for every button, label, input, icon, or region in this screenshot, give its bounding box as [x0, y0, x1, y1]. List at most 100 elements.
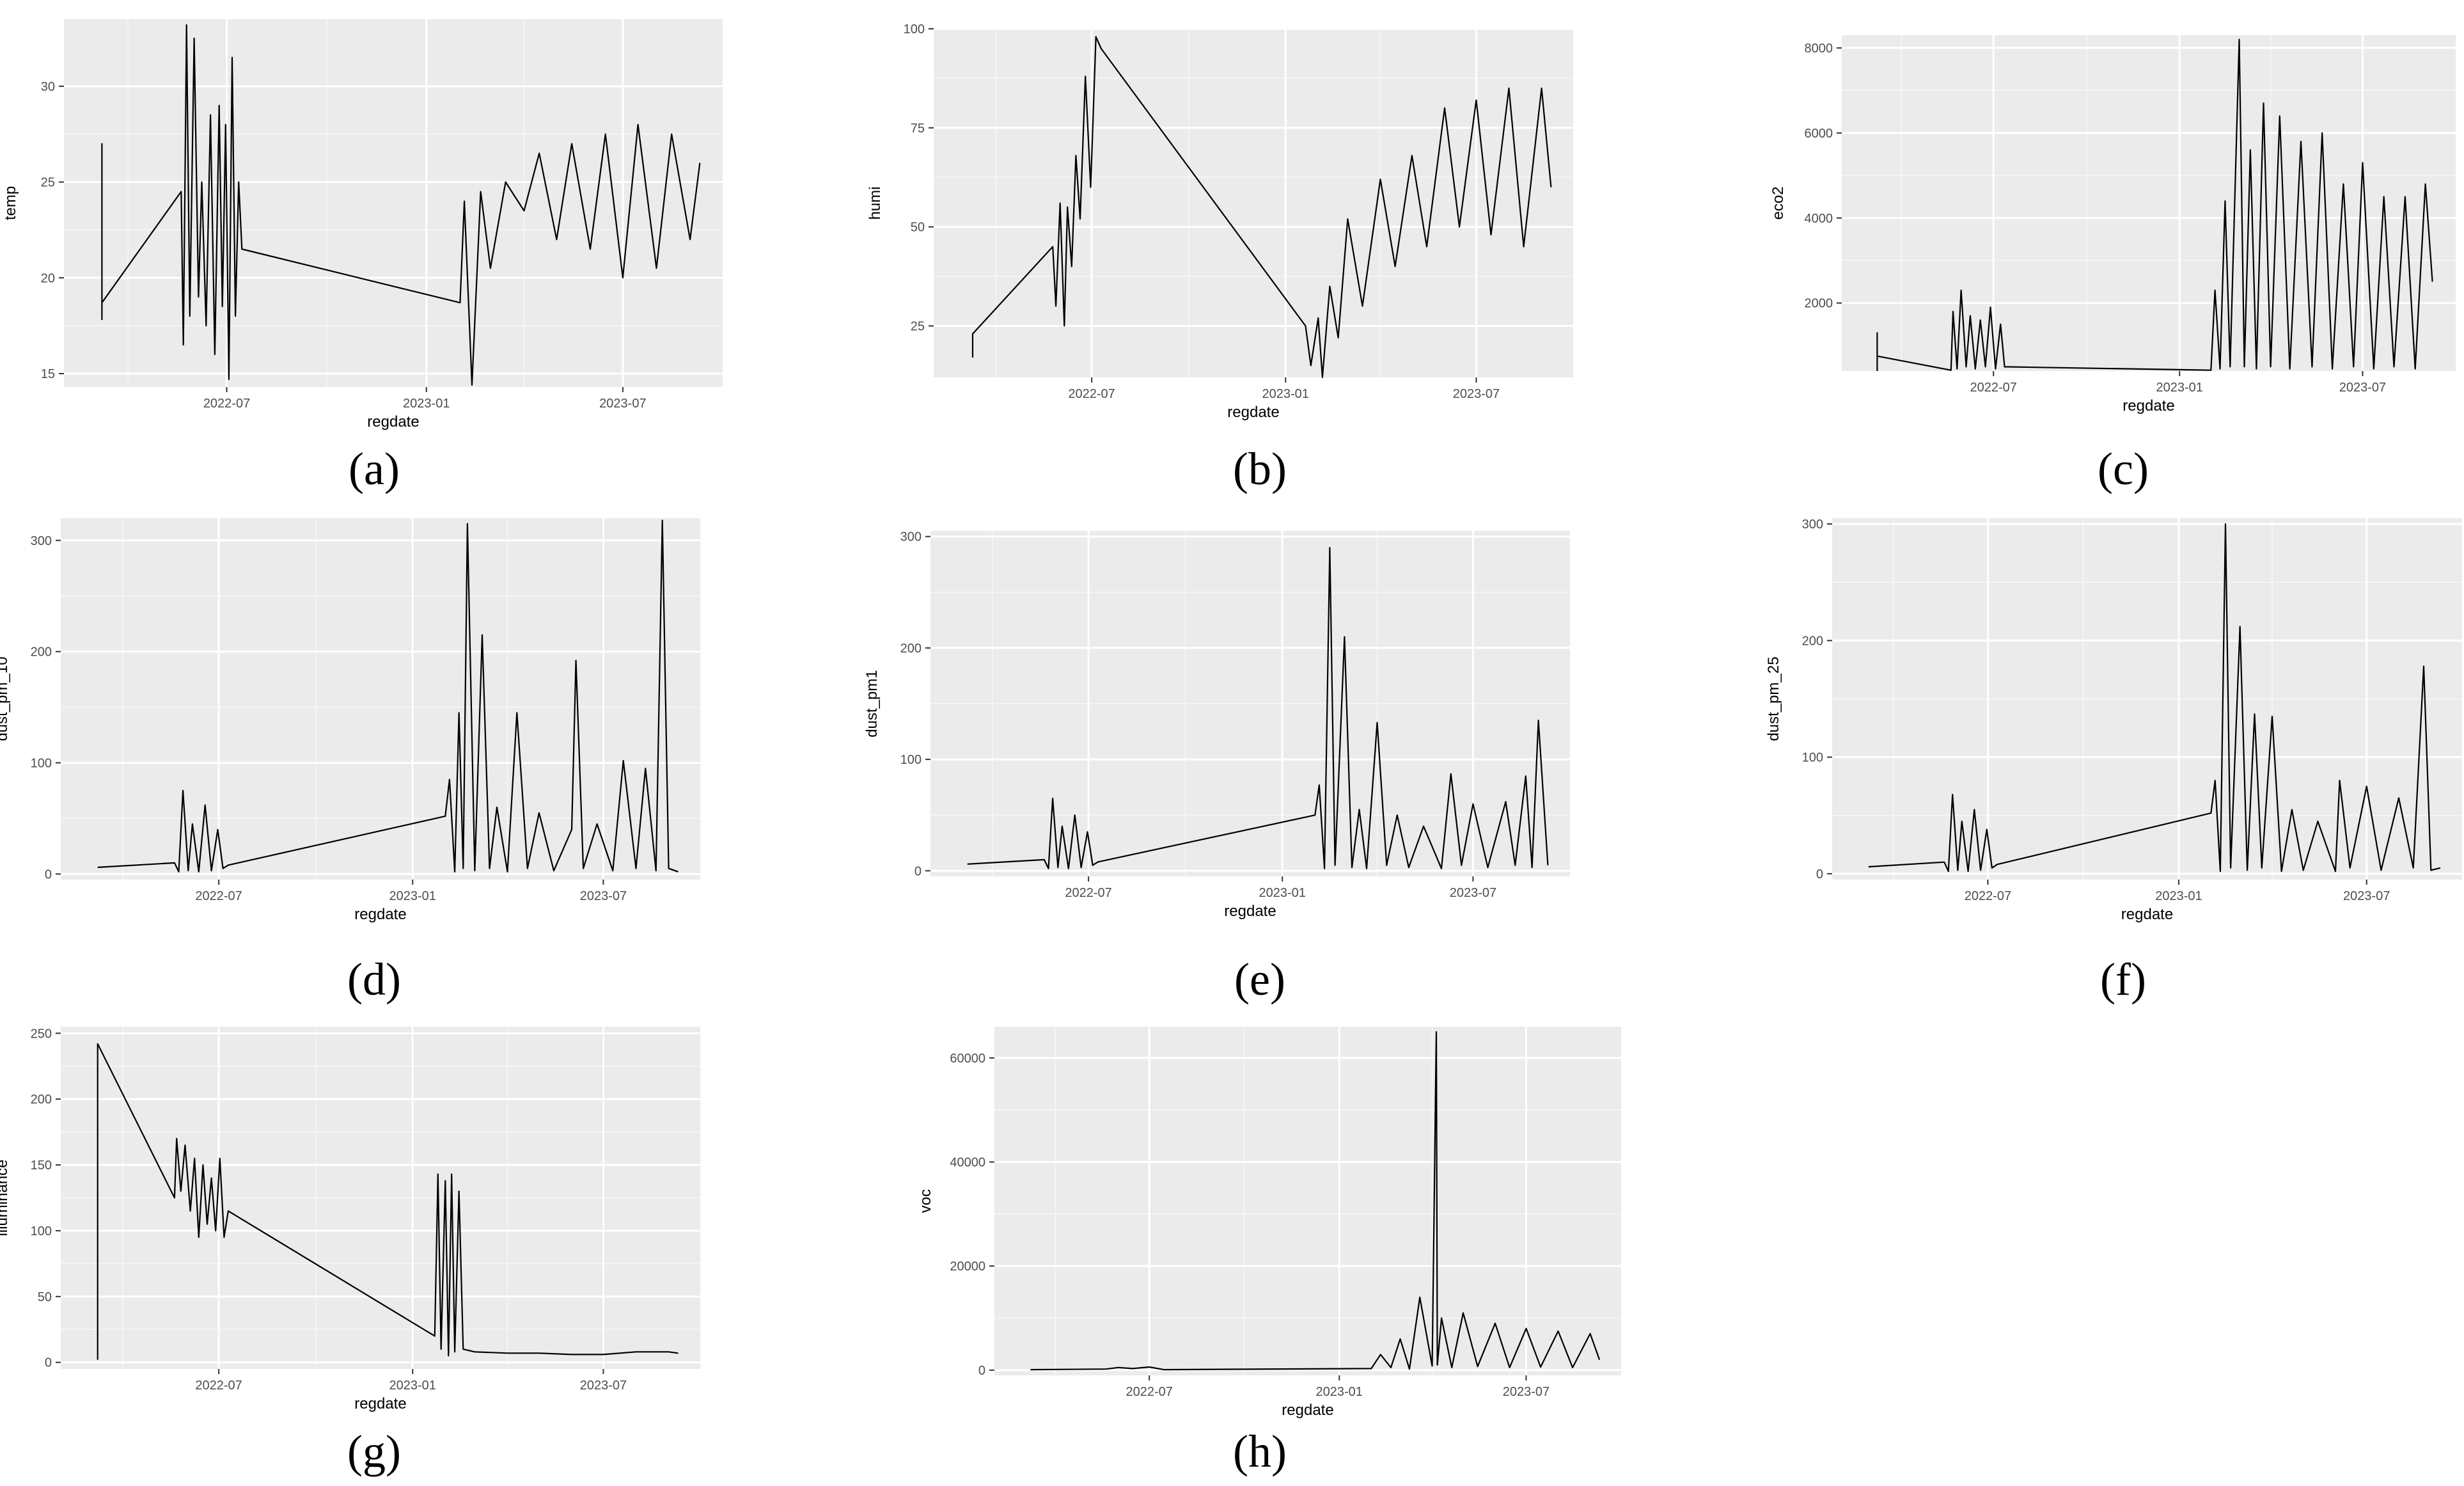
x-tick-label-h: 2022-07 — [1126, 1385, 1172, 1399]
series-line-a-0 — [101, 24, 701, 386]
x-tick-label-f: 2023-01 — [2155, 889, 2202, 903]
panel-caption-e: (e) — [1234, 954, 1285, 1005]
y-tick-label-b: 75 — [911, 122, 925, 136]
y-tick-label-a: 25 — [41, 176, 55, 190]
panel-caption-f: (f) — [2100, 954, 2146, 1005]
chart-d: 0 100 200 300 2022-07 2023-01 2023-07 regdate du… — [0, 518, 700, 923]
y-tick-label-e: 300 — [900, 530, 922, 544]
x-tick-label-g: 2023-01 — [389, 1379, 436, 1393]
series-line-d-0 — [97, 519, 679, 873]
x-tick-label-h: 2023-01 — [1316, 1385, 1363, 1399]
x-tick-label-g: 2023-07 — [580, 1379, 627, 1393]
y-axis-title-e: dust_pm1 — [863, 670, 881, 737]
y-tick-label-d: 100 — [31, 756, 52, 770]
x-tick-label-e: 2023-07 — [1450, 886, 1496, 900]
y-tick-label-b: 100 — [904, 22, 925, 36]
series-line-b-0 — [971, 36, 1552, 379]
y-tick-label-h: 0 — [978, 1364, 985, 1378]
chart-c: 2000 4000 6000 8000 2022-07 2023-01 2023-07 reg… — [1770, 35, 2456, 415]
y-tick-label-g: 250 — [31, 1027, 52, 1041]
y-tick-label-d: 0 — [45, 867, 52, 881]
y-tick-label-g: 100 — [31, 1224, 52, 1238]
plot-background-a — [64, 19, 723, 387]
y-tick-label-f: 300 — [1802, 518, 1823, 532]
chart-b: 25 50 75 100 2022-07 2023-01 2023-07 regdate hum… — [867, 22, 1573, 421]
y-tick-label-a: 15 — [41, 367, 55, 381]
x-axis-title-h: regdate — [1282, 1402, 1333, 1419]
plot-background-c — [1842, 35, 2456, 371]
plot-background-h — [994, 1027, 1621, 1375]
y-tick-label-g: 200 — [31, 1093, 52, 1107]
x-tick-label-c: 2023-01 — [2156, 381, 2203, 395]
x-axis-title-f: regdate — [2121, 906, 2173, 923]
x-tick-label-c: 2023-07 — [2339, 381, 2386, 395]
x-tick-label-a: 2023-07 — [599, 397, 646, 411]
y-tick-label-e: 100 — [900, 753, 922, 767]
x-axis-title-g: regdate — [354, 1395, 406, 1412]
chart-panel-e: 0 100 200 300 2022-07 2023-01 2023-07 regdate du… — [831, 505, 1631, 1011]
chart-a: 15 20 25 30 2022-07 2023-01 2023-07 regdate temp — [2, 19, 723, 431]
y-tick-label-a: 30 — [41, 80, 55, 94]
y-tick-label-h: 20000 — [950, 1260, 985, 1274]
y-tick-label-c: 4000 — [1805, 212, 1833, 226]
y-tick-label-d: 300 — [31, 534, 52, 548]
y-axis-title-h: voc — [917, 1189, 934, 1213]
x-axis-title-c: regdate — [2123, 397, 2174, 415]
x-tick-label-d: 2023-01 — [389, 889, 436, 903]
y-tick-label-h: 60000 — [950, 1052, 985, 1066]
y-tick-label-f: 0 — [1816, 867, 1823, 881]
y-axis-title-b: humi — [867, 186, 884, 219]
x-tick-label-f: 2022-07 — [1965, 889, 2011, 903]
chart-panel-d: 0 100 200 300 2022-07 2023-01 2023-07 regdate du… — [0, 505, 799, 1011]
y-tick-label-a: 20 — [41, 271, 55, 285]
chart-g: 0 50 100 150 200 250 2022-07 2023-01 2023-07 regd… — [0, 1027, 700, 1412]
y-tick-label-g: 150 — [31, 1158, 52, 1173]
y-tick-label-b: 50 — [911, 221, 925, 235]
series-line-g-0 — [97, 1043, 679, 1360]
y-tick-label-g: 0 — [45, 1356, 52, 1370]
x-tick-label-d: 2023-07 — [580, 889, 627, 903]
y-axis-title-a: temp — [2, 186, 19, 220]
y-tick-label-c: 2000 — [1805, 297, 1833, 311]
chart-h: 0 20000 40000 60000 2022-07 2023-01 2023-07 reg… — [917, 1027, 1621, 1419]
x-tick-label-e: 2023-01 — [1259, 886, 1306, 900]
series-line-e-0 — [967, 546, 1549, 869]
y-axis-title-c: eco2 — [1770, 186, 1787, 219]
x-tick-label-g: 2022-07 — [195, 1379, 242, 1393]
panel-caption-b: (b) — [1233, 443, 1287, 494]
series-line-h-0 — [1030, 1031, 1601, 1371]
y-tick-label-e: 0 — [914, 864, 922, 878]
x-tick-label-f: 2023-07 — [2343, 889, 2390, 903]
chart-panel-b: 25 50 75 100 2022-07 2023-01 2023-07 regdate hum… — [831, 0, 1631, 505]
series-line-c-0 — [1876, 38, 2433, 371]
x-tick-label-b: 2023-01 — [1262, 387, 1309, 401]
plot-background-d — [61, 518, 700, 880]
panel-caption-h: (h) — [1233, 1426, 1287, 1477]
x-tick-label-a: 2022-07 — [203, 397, 250, 411]
chart-panel-f: 0 100 200 300 2022-07 2023-01 2023-07 regdate du… — [1675, 505, 2464, 1011]
y-tick-label-c: 6000 — [1805, 127, 1833, 141]
chart-e: 0 100 200 300 2022-07 2023-01 2023-07 regdate du… — [863, 530, 1570, 920]
y-axis-title-g: illuminance — [0, 1159, 11, 1236]
series-line-f-0 — [1868, 523, 2441, 873]
y-tick-label-b: 25 — [911, 319, 925, 333]
x-tick-label-h: 2023-07 — [1503, 1385, 1550, 1399]
x-axis-title-e: regdate — [1224, 903, 1276, 920]
x-axis-title-a: regdate — [367, 413, 419, 431]
x-tick-label-e: 2022-07 — [1065, 886, 1111, 900]
y-axis-title-d: dust_pm_10 — [0, 656, 11, 741]
y-tick-label-d: 200 — [31, 645, 52, 660]
chart-panel-c: 2000 4000 6000 8000 2022-07 2023-01 2023-07 reg… — [1675, 0, 2464, 505]
y-tick-label-c: 8000 — [1805, 42, 1833, 56]
panel-caption-c: (c) — [2098, 443, 2149, 494]
y-tick-label-h: 40000 — [950, 1155, 985, 1169]
x-tick-label-b: 2023-07 — [1453, 387, 1500, 401]
x-tick-label-c: 2022-07 — [1970, 381, 2017, 395]
y-tick-label-f: 100 — [1802, 751, 1823, 765]
x-tick-label-b: 2022-07 — [1068, 387, 1115, 401]
panel-caption-g: (g) — [347, 1426, 401, 1477]
x-axis-title-d: regdate — [354, 906, 406, 923]
plot-background-b — [934, 29, 1573, 377]
chart-panel-g: 0 50 100 150 200 250 2022-07 2023-01 2023-07 regd… — [0, 1011, 799, 1486]
chart-panel-h: 0 20000 40000 60000 2022-07 2023-01 2023-07 reg… — [831, 1011, 1631, 1486]
